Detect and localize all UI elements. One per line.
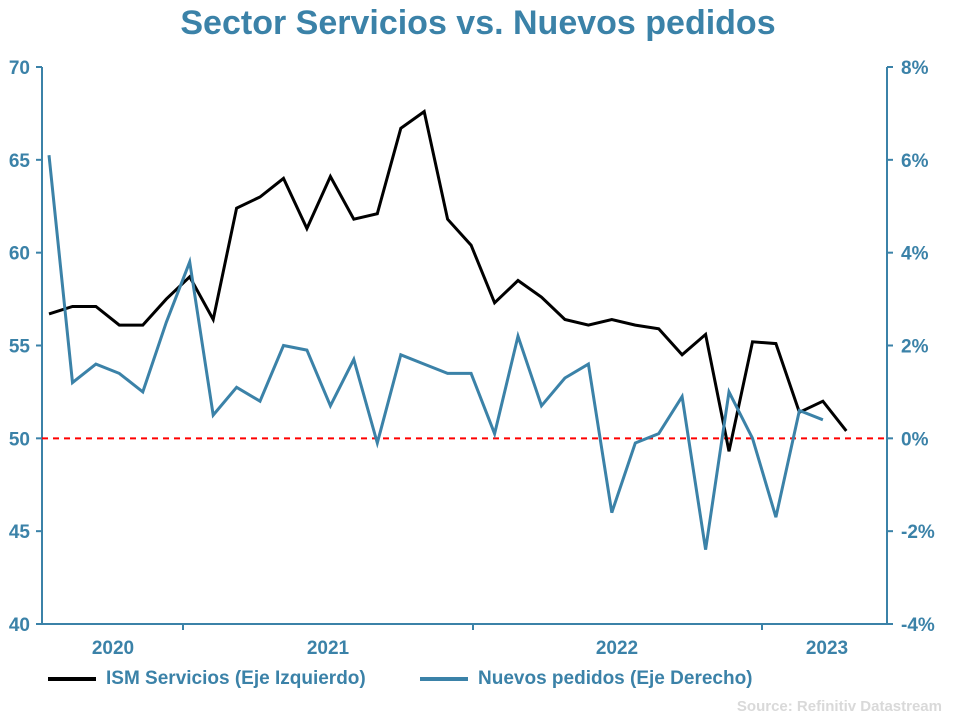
- right-tick-label: 6%: [901, 151, 929, 172]
- left-tick-label: 65: [9, 151, 31, 172]
- left-tick-label: 40: [9, 615, 30, 636]
- left-tick-label: 45: [9, 522, 31, 543]
- left-tick-label: 50: [9, 429, 30, 450]
- right-tick-label: 0%: [901, 429, 929, 450]
- legend-swatch-ism: [48, 677, 96, 681]
- x-tick-label: 2022: [596, 638, 638, 659]
- right-tick-label: -2%: [901, 522, 935, 543]
- right-tick-label: -4%: [901, 615, 935, 636]
- legend-label-ism: ISM Servicios (Eje Izquierdo): [106, 668, 366, 689]
- legend-swatch-pedidos: [420, 677, 468, 681]
- x-tick-label: 2020: [92, 638, 134, 659]
- chart-title: Sector Servicios vs. Nuevos pedidos: [180, 4, 776, 42]
- legend-item-pedidos: Nuevos pedidos (Eje Derecho): [420, 668, 753, 690]
- legend-label-pedidos: Nuevos pedidos (Eje Derecho): [478, 668, 753, 689]
- legend-item-ism: ISM Servicios (Eje Izquierdo): [48, 668, 366, 690]
- left-tick-label: 55: [9, 337, 31, 358]
- x-tick-label: 2021: [307, 638, 350, 659]
- series-line-nuevos-pedidos: [47, 155, 824, 550]
- right-tick-label: 4%: [901, 244, 929, 265]
- x-tick-label: 2023: [806, 638, 848, 659]
- right-tick-label: 2%: [901, 337, 929, 358]
- right-tick-label: 8%: [901, 58, 929, 79]
- source-note: Source: Refinitiv Datastream: [736, 698, 942, 715]
- left-tick-label: 70: [9, 58, 30, 79]
- left-tick-label: 60: [9, 244, 30, 265]
